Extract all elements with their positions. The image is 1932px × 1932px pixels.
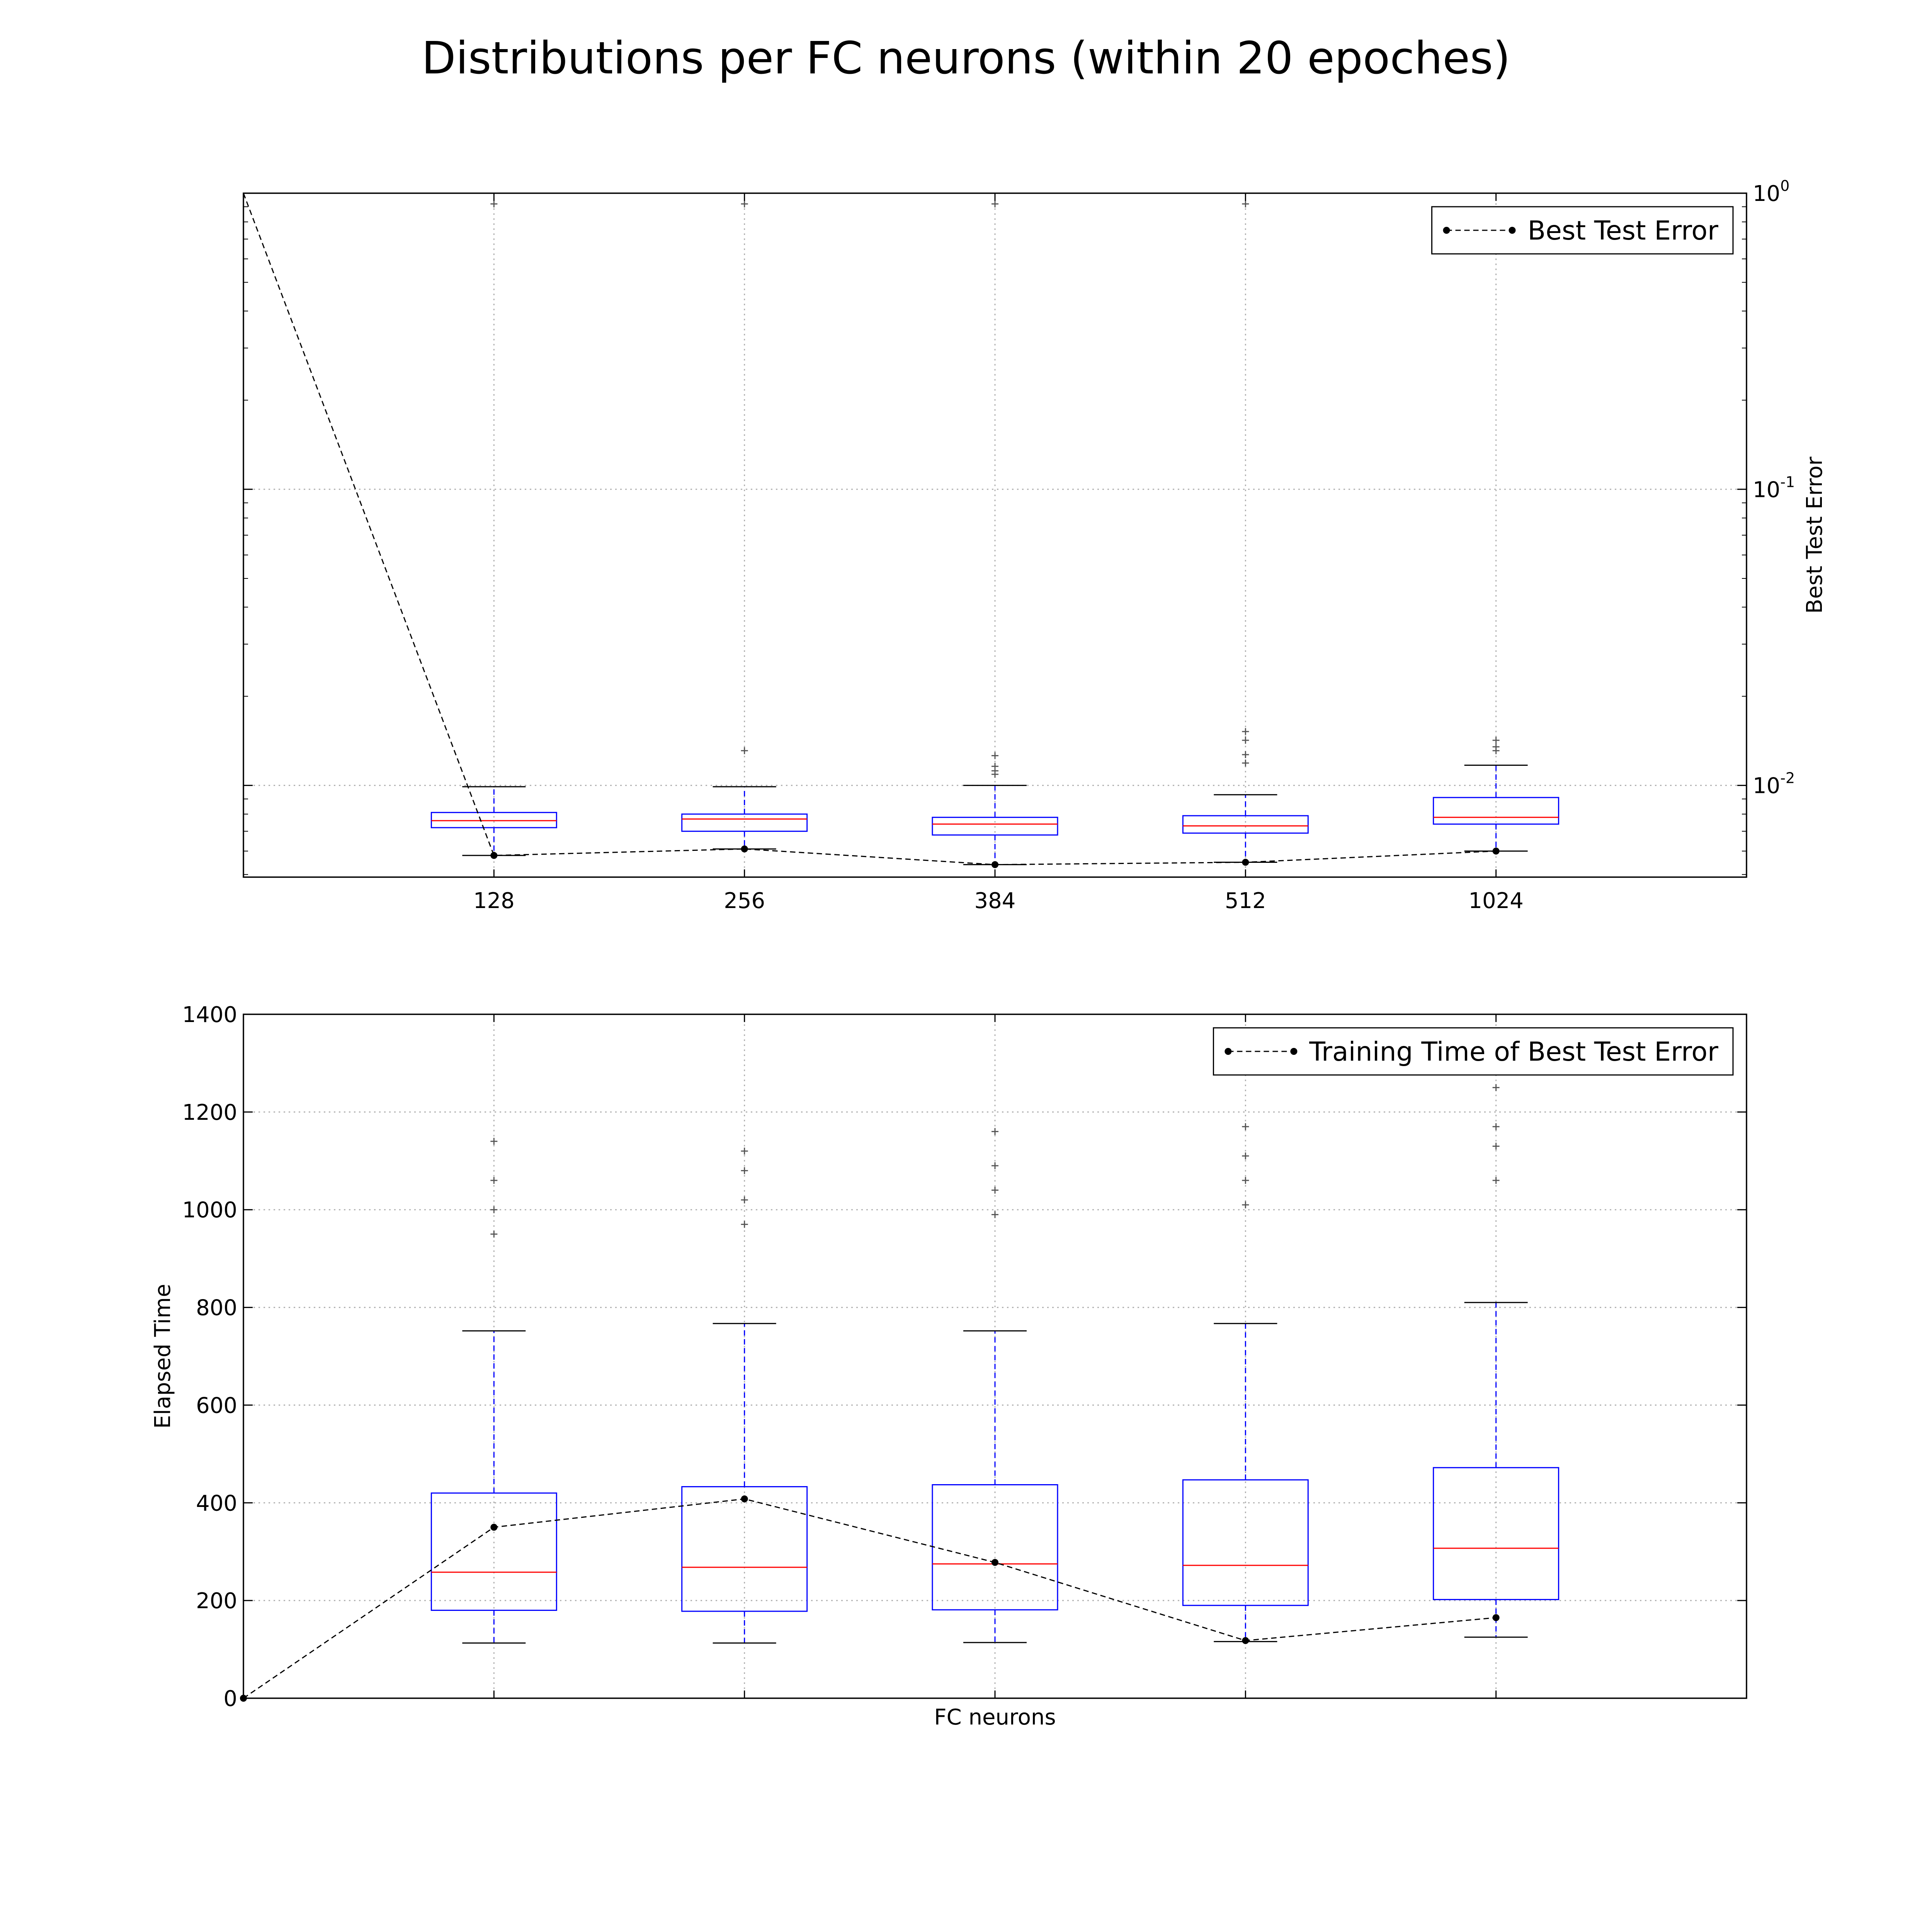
bottom-legend-marker-left bbox=[1225, 1048, 1232, 1055]
bottom-line-marker-512 bbox=[1242, 1637, 1249, 1644]
top-legend-frame bbox=[1431, 206, 1734, 255]
outlier-512 bbox=[1242, 1123, 1249, 1130]
x-tick-label-512: 512 bbox=[1225, 888, 1266, 913]
outlier-256 bbox=[741, 747, 748, 754]
figure-title: Distributions per FC neurons (within 20 … bbox=[422, 32, 1510, 84]
outlier-256 bbox=[741, 1148, 748, 1155]
x-tick-label-256: 256 bbox=[724, 888, 765, 913]
top-legend: Best Test Error bbox=[1431, 206, 1734, 255]
bottom-y-axis-label: Elapsed Time bbox=[150, 1284, 175, 1429]
top-grid bbox=[243, 192, 1747, 877]
top-y-axis-label: Best Test Error bbox=[1802, 456, 1827, 614]
bottom-legend: Training Time of Best Test Error bbox=[1213, 1027, 1734, 1076]
top-boxplots bbox=[430, 200, 1560, 866]
outlier-1024 bbox=[1492, 736, 1500, 744]
bottom-boxplots bbox=[430, 1084, 1560, 1644]
top-line-marker-128 bbox=[490, 852, 498, 859]
outlier-1024 bbox=[1492, 743, 1500, 750]
top-series-line bbox=[243, 193, 1496, 866]
y-tick-exponent: -1 bbox=[1780, 473, 1795, 490]
bottom-line-marker-128 bbox=[490, 1524, 498, 1531]
outlier-512 bbox=[1242, 200, 1249, 207]
outlier-384 bbox=[992, 1162, 998, 1169]
outlier-384 bbox=[992, 752, 998, 759]
y-tick-label-400: 400 bbox=[196, 1491, 237, 1516]
top-legend-label: Best Test Error bbox=[1528, 216, 1719, 246]
outlier-384 bbox=[992, 1211, 998, 1218]
y-tick-label-600: 600 bbox=[196, 1393, 237, 1418]
x-tick-label-128: 128 bbox=[473, 888, 515, 913]
outlier-512 bbox=[1242, 1177, 1249, 1184]
bottom-legend-frame bbox=[1213, 1027, 1734, 1076]
y-tick-label-0: 0 bbox=[223, 1686, 237, 1711]
top-legend-marker-right bbox=[1509, 227, 1516, 234]
outlier-512 bbox=[1242, 751, 1249, 759]
y-tick-label-1000: 1000 bbox=[182, 1198, 237, 1223]
bottom-line-marker-384 bbox=[992, 1559, 998, 1566]
y-tick-label-200: 200 bbox=[196, 1588, 237, 1614]
outlier-128 bbox=[490, 1177, 498, 1184]
top-line-marker-256 bbox=[741, 845, 748, 853]
top-best-error-line bbox=[243, 193, 1500, 868]
box-512 bbox=[1182, 815, 1309, 834]
outlier-384 bbox=[992, 763, 998, 770]
x-tick-label-1024: 1024 bbox=[1468, 888, 1524, 913]
elapsed-time-panel: 0 200 400 600 800 1000 1200 1400 Elapsed Time F… bbox=[150, 1002, 1747, 1730]
y-tick-exponent: -2 bbox=[1780, 770, 1795, 787]
outlier-384 bbox=[992, 200, 998, 207]
outlier-384 bbox=[992, 1187, 998, 1194]
y-tick-label-1200: 1200 bbox=[182, 1100, 237, 1125]
top-line-marker-512 bbox=[1242, 859, 1249, 866]
x-tick-label-384: 384 bbox=[975, 888, 1016, 913]
outlier-256 bbox=[741, 200, 748, 207]
box-384 bbox=[932, 816, 1058, 836]
box-1024 bbox=[1433, 797, 1560, 825]
outlier-128 bbox=[490, 200, 498, 207]
outlier-1024 bbox=[1492, 1123, 1500, 1130]
outlier-512 bbox=[1242, 1201, 1249, 1209]
outlier-128 bbox=[490, 1138, 498, 1145]
outlier-256 bbox=[741, 1167, 748, 1174]
box-512 bbox=[1182, 1479, 1309, 1606]
outlier-128 bbox=[490, 1230, 498, 1238]
outlier-512 bbox=[1242, 1152, 1249, 1160]
outlier-512 bbox=[1242, 728, 1249, 735]
outlier-128 bbox=[490, 1206, 498, 1213]
outlier-384 bbox=[992, 1128, 998, 1135]
top-line-marker-384 bbox=[992, 861, 998, 868]
bottom-legend-marker-right bbox=[1290, 1048, 1298, 1055]
y-tick-label-1400: 1400 bbox=[182, 1002, 237, 1027]
box-128 bbox=[430, 812, 557, 828]
outlier-1024 bbox=[1492, 1084, 1500, 1091]
bottom-axis-ticks: 0 200 400 600 800 1000 1200 1400 bbox=[182, 1002, 1747, 1711]
y-tick-label-10e-2: 10-2 bbox=[1753, 770, 1795, 799]
outlier-512 bbox=[1242, 759, 1249, 767]
box-1024 bbox=[1433, 1467, 1560, 1600]
box-256 bbox=[681, 813, 808, 832]
outlier-256 bbox=[741, 1221, 748, 1228]
outlier-512 bbox=[1242, 736, 1249, 744]
box-384 bbox=[932, 1484, 1058, 1611]
outlier-1024 bbox=[1492, 1143, 1500, 1150]
bottom-x-axis-label: FC neurons bbox=[934, 1705, 1056, 1730]
y-tick-exponent: 0 bbox=[1780, 177, 1789, 194]
bottom-legend-label: Training Time of Best Test Error bbox=[1309, 1037, 1718, 1067]
y-tick-label-800: 800 bbox=[196, 1296, 237, 1321]
bottom-line-marker-256 bbox=[741, 1495, 748, 1503]
outlier-1024 bbox=[1492, 1177, 1500, 1184]
box-128 bbox=[430, 1492, 557, 1611]
bottom-line-marker-1024 bbox=[1492, 1614, 1500, 1621]
bottom-series-line bbox=[243, 1498, 1496, 1699]
top-line-marker-1024 bbox=[1492, 847, 1500, 855]
box-256 bbox=[681, 1486, 808, 1612]
outlier-256 bbox=[741, 1196, 748, 1204]
top-legend-marker-left bbox=[1443, 227, 1450, 234]
